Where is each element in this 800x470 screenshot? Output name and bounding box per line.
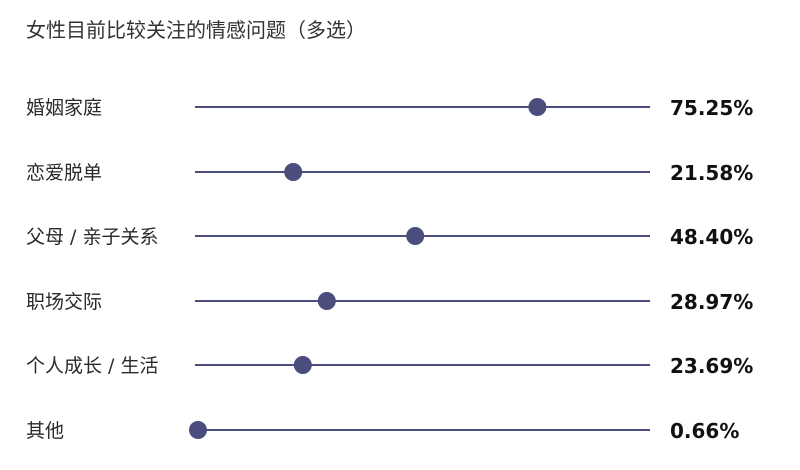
chart-title: 女性目前比较关注的情感问题（多选） (26, 18, 366, 42)
chart-row: 婚姻家庭 75.25% (26, 96, 753, 120)
value-label: 0.66% (670, 419, 739, 443)
data-point (284, 163, 303, 181)
data-point (528, 98, 547, 116)
category-label: 父母 / 亲子关系 (26, 226, 158, 248)
value-label: 28.97% (670, 290, 753, 314)
chart-row: 职场交际 28.97% (26, 290, 753, 314)
category-label: 职场交际 (26, 291, 102, 313)
category-label: 恋爱脱单 (26, 162, 102, 184)
data-point (293, 356, 312, 374)
chart-row: 恋爱脱单 21.58% (26, 161, 753, 185)
value-label: 48.40% (670, 225, 753, 249)
category-label: 个人成长 / 生活 (26, 355, 158, 377)
category-label: 其他 (26, 420, 64, 442)
chart-row: 父母 / 亲子关系 48.40% (26, 225, 753, 249)
data-point (406, 227, 425, 245)
value-label: 21.58% (670, 161, 753, 185)
value-label: 75.25% (670, 96, 753, 120)
data-point (189, 421, 207, 439)
data-point (317, 292, 336, 310)
chart-row: 个人成长 / 生活 23.69% (26, 354, 753, 378)
chart-row: 其他 0.66% (26, 419, 739, 443)
value-label: 23.69% (670, 354, 753, 378)
category-label: 婚姻家庭 (26, 97, 102, 119)
